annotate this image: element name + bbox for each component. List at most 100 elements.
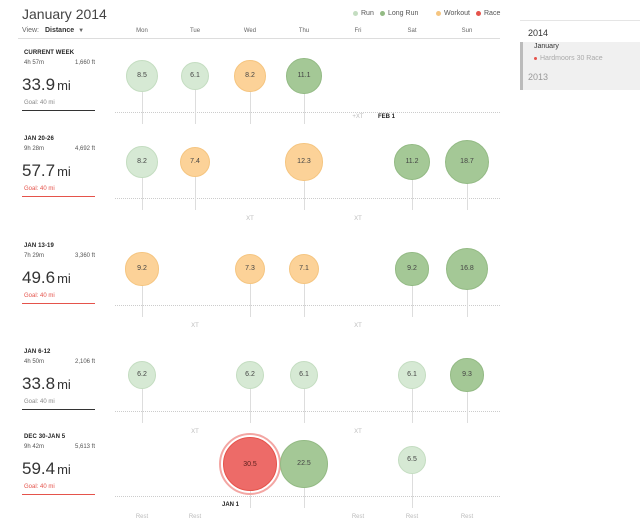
- run-bubble-race[interactable]: 30.5: [223, 437, 277, 491]
- day-note: +XT: [352, 114, 364, 120]
- sidebar-race-link[interactable]: Hardmoors 30 Race: [534, 55, 603, 62]
- run-bubble-run[interactable]: 6.1: [397, 360, 427, 390]
- legend-label: Long Run: [388, 10, 419, 17]
- week-row: JAN 20-26 9h 28m 4,692 ft 57.7 mi Goal: 40 mi…: [0, 130, 500, 237]
- week-distance: 33.9 mi: [22, 75, 71, 95]
- week-duration: 9h 28m: [24, 146, 45, 152]
- run-stem: [304, 269, 305, 317]
- day-note: XT: [354, 323, 362, 329]
- sidebar-month-label[interactable]: January: [534, 43, 559, 50]
- week-distance-value: 49.6: [22, 268, 56, 287]
- run-bubble-long[interactable]: 11.1: [286, 58, 322, 94]
- sidebar-year-2014[interactable]: 2014: [528, 28, 549, 38]
- sidebar-year-2013[interactable]: 2013: [528, 72, 549, 82]
- run-bubble-workout[interactable]: 12.3: [285, 143, 323, 181]
- run-stem: [195, 162, 196, 210]
- run-bubble-workout[interactable]: 7.3: [234, 253, 266, 285]
- day-header-wed: Wed: [243, 28, 257, 34]
- run-bubble-long[interactable]: 22.5: [280, 440, 328, 488]
- sidebar-race-label: Hardmoors 30 Race: [540, 55, 603, 62]
- day-note: Rest: [460, 514, 474, 520]
- week-row: CURRENT WEEK 4h 57m 1,660 ft 33.9 mi Goal: 40…: [0, 44, 500, 130]
- day-note: Rest: [135, 514, 149, 520]
- legend-label: Workout: [444, 10, 470, 17]
- week-elevation: 4,692 ft: [74, 146, 95, 152]
- legend-item-long-run: Long Run: [380, 10, 418, 17]
- run-bubble-long[interactable]: 9.3: [450, 358, 484, 392]
- week-distance: 57.7 mi: [22, 161, 71, 181]
- day-note: XT: [191, 429, 199, 435]
- view-label: View:: [22, 27, 39, 34]
- legend-item-run: Run: [353, 10, 374, 17]
- run-bubble-workout[interactable]: 7.4: [179, 146, 211, 178]
- week-elevation: 3,360 ft: [74, 253, 95, 259]
- legend-label: Race: [484, 10, 501, 17]
- legend-item-race: Race: [476, 10, 500, 17]
- week-row: JAN 6-12 4h 50m 2,106 ft 33.8 mi Goal: 40 mi 6…: [0, 343, 500, 435]
- run-stem: [467, 269, 468, 317]
- run-bubble-run[interactable]: 6.1: [180, 61, 210, 91]
- run-bubble-run[interactable]: 6.1: [289, 360, 319, 390]
- run-stem: [412, 269, 413, 317]
- week-distance-unit: mi: [57, 164, 71, 179]
- run-bubble-workout[interactable]: 8.2: [234, 60, 266, 92]
- run-bubble-long[interactable]: 11.2: [394, 144, 430, 180]
- run-stem: [195, 76, 196, 124]
- run-bubble-long[interactable]: 9.2: [395, 252, 429, 286]
- run-bubble-run[interactable]: 6.2: [235, 360, 265, 390]
- week-distance: 49.6 mi: [22, 268, 71, 288]
- run-stem: [250, 76, 251, 124]
- run-stem: [412, 375, 413, 423]
- page-title: January 2014: [22, 6, 107, 22]
- day-note: Rest: [188, 514, 202, 520]
- day-header-thu: Thu: [298, 28, 310, 34]
- goal-progress-bar: [22, 303, 95, 304]
- week-duration: 4h 57m: [24, 60, 45, 66]
- day-note: Rest: [351, 514, 365, 520]
- run-bubble-workout[interactable]: 9.2: [125, 252, 159, 286]
- week-baseline: [115, 411, 500, 412]
- run-bubble-run[interactable]: 6.5: [397, 445, 427, 475]
- week-elevation: 2,106 ft: [74, 359, 95, 365]
- day-header-tue: Tue: [189, 28, 201, 34]
- legend-dot-icon: [476, 11, 481, 16]
- run-bubble-long[interactable]: 18.7: [444, 139, 490, 185]
- run-bubble-run[interactable]: 8.5: [125, 59, 159, 93]
- week-elevation: 1,660 ft: [74, 60, 95, 66]
- day-note: XT: [246, 216, 254, 222]
- sidebar-divider: [520, 20, 640, 21]
- day-note: XT: [191, 323, 199, 329]
- week-goal: Goal: 40 mi: [24, 186, 55, 192]
- week-goal: Goal: 40 mi: [24, 399, 55, 405]
- run-bubble-run[interactable]: 8.2: [126, 146, 158, 178]
- sidebar-month-selected[interactable]: [520, 42, 640, 90]
- week-distance-unit: mi: [57, 462, 71, 477]
- week-baseline: [115, 305, 500, 306]
- legend-dot-icon: [436, 11, 441, 16]
- race-ring: [219, 433, 281, 495]
- week-distance-unit: mi: [57, 377, 71, 392]
- run-stem: [467, 162, 468, 210]
- run-stem: [304, 162, 305, 210]
- legend-dot-icon: [353, 11, 358, 16]
- chevron-down-icon[interactable]: ▼: [78, 28, 85, 34]
- day-header-fri: Fri: [354, 28, 362, 34]
- legend-dot-icon: [380, 11, 385, 16]
- run-bubble-long[interactable]: 16.8: [445, 247, 489, 291]
- week-label: JAN 6-12: [24, 349, 51, 355]
- calendar-main: January 2014 View: Distance ▼ Run Long Ru…: [0, 6, 500, 520]
- week-label: CURRENT WEEK: [24, 50, 75, 56]
- week-distance: 59.4 mi: [22, 459, 71, 479]
- run-bubble-run[interactable]: 6.2: [127, 360, 157, 390]
- view-value[interactable]: Distance: [44, 27, 75, 34]
- run-stem: [304, 375, 305, 423]
- week-duration: 7h 29m: [24, 253, 45, 259]
- run-stem: [142, 76, 143, 124]
- run-bubble-workout[interactable]: 7.1: [289, 254, 319, 284]
- run-stem: [142, 162, 143, 210]
- view-selector[interactable]: View: Distance ▼: [22, 27, 84, 34]
- goal-progress-bar: [22, 110, 95, 111]
- week-duration: 4h 50m: [24, 359, 45, 365]
- week-distance-unit: mi: [57, 78, 71, 93]
- run-stem: [250, 375, 251, 423]
